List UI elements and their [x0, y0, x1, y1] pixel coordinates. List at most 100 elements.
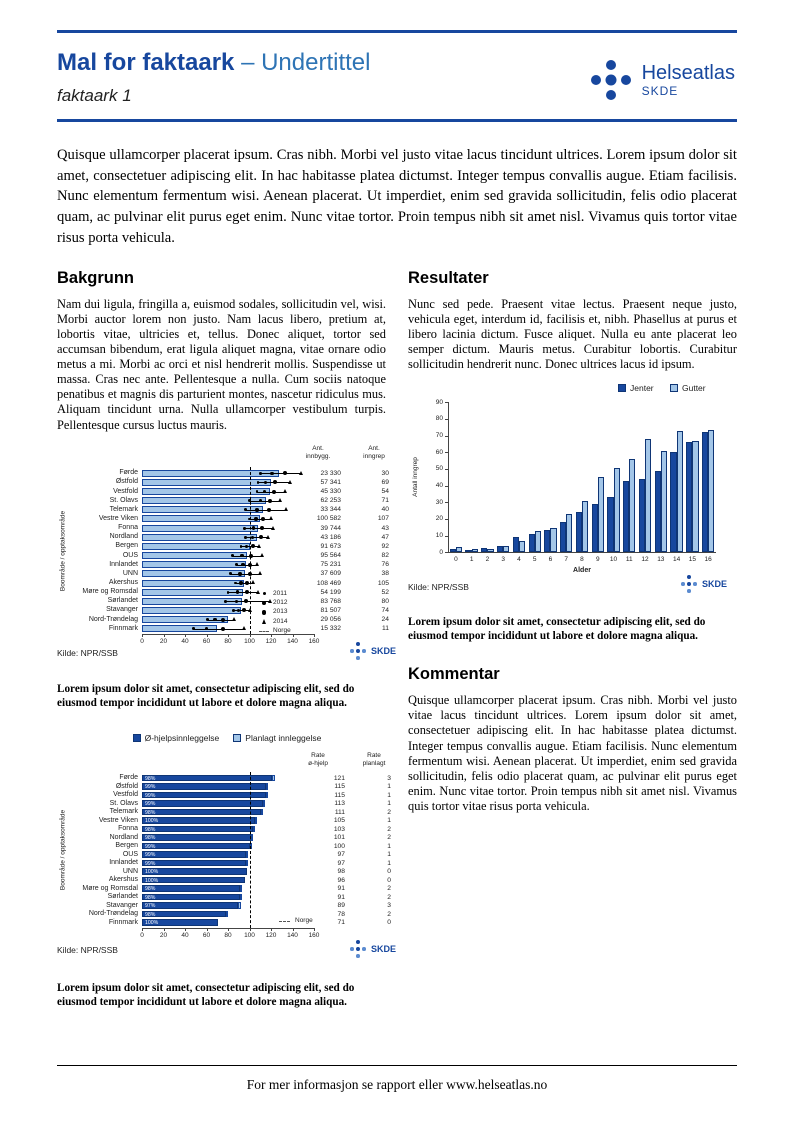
x-axis-tick [314, 634, 315, 638]
skde-dot [355, 946, 361, 951]
year-point [261, 516, 266, 521]
bar-ohjelp: 99% [142, 800, 264, 807]
x-tick-label: 9 [595, 556, 600, 564]
value-rate-planlagt: 1 [387, 791, 391, 799]
x-tick-label: 2 [485, 556, 490, 564]
value-rate-planlagt: 2 [387, 885, 391, 893]
year-point [244, 544, 248, 549]
legend-item: Planlagt innleggelse [233, 732, 321, 744]
bar [142, 542, 250, 550]
year-point [242, 526, 246, 530]
bar [645, 438, 652, 553]
bar [142, 524, 259, 532]
year-point [239, 545, 243, 548]
bar-ohjelp: 100% [142, 919, 219, 926]
bar [607, 497, 614, 553]
y-axis-tick [445, 452, 448, 454]
whisker-line [245, 537, 269, 539]
value-innbygg: 108 469 [316, 579, 341, 587]
skde-dot [686, 582, 692, 587]
value-innbygg: 54 199 [320, 588, 341, 596]
y-tick-label: 90 [435, 398, 443, 406]
bar [660, 450, 667, 553]
legend-item: Ø-hjelpsinnleggelse [132, 732, 219, 744]
x-tick-label: 160 [308, 638, 320, 646]
y-axis-tick [445, 518, 448, 520]
value-rate-planlagt: 3 [387, 774, 391, 782]
year-point-triangle [241, 626, 246, 631]
row-label: Telemark [109, 505, 138, 513]
bar [142, 561, 247, 569]
bar [591, 503, 598, 553]
year-point-triangle [251, 580, 256, 585]
value-innbygg: 75 231 [320, 561, 341, 569]
year-point [273, 480, 278, 485]
row-label: Bergen [115, 542, 138, 550]
legend-symbol-dash [259, 630, 269, 632]
value-rate-planlagt: 2 [387, 893, 391, 901]
bakgrunn-heading: Bakgrunn [57, 268, 135, 287]
value-rate-ohjelp: 89 [337, 902, 345, 910]
bar [544, 529, 551, 553]
year-point [255, 490, 259, 493]
year-point [242, 608, 247, 613]
whisker-line [244, 528, 274, 529]
x-tick-label: 1 [469, 556, 474, 564]
year-point [226, 590, 230, 594]
value-rate-ohjelp: 97 [337, 851, 345, 859]
skde-dot [356, 655, 360, 660]
x-axis-tick [142, 927, 143, 931]
x-axis-tick [163, 927, 165, 931]
year-point [238, 572, 242, 576]
bar-pct-label: 99% [145, 784, 156, 791]
row-label: Nord-Trøndelag [88, 615, 138, 623]
x-axis-tick [142, 634, 143, 638]
x-tick-label: 120 [265, 931, 277, 939]
chart-legend: Ø-hjelpsinnleggelse Planlagt innleggelse [57, 732, 397, 744]
skde-dot [356, 641, 360, 646]
year-point-triangle [287, 479, 292, 484]
x-axis-tick [228, 634, 229, 638]
x-axis-tick [228, 927, 229, 931]
y-axis-tick [445, 552, 448, 554]
year-point-triangle [298, 470, 303, 475]
chart-procedures-by-age-sex: Jenter Gutter 0 10 20 30 40 50 60 70 80 90 0 1 2 3 4 5 6 7 8… [408, 382, 738, 602]
row-label: Finnmark [108, 624, 138, 632]
x-axis-tick [249, 634, 251, 638]
year-point [267, 498, 272, 503]
year-point [258, 498, 262, 503]
bar [701, 432, 709, 553]
row-label: Telemark [109, 808, 138, 816]
year-point [248, 499, 251, 503]
row-label: Nordland [109, 833, 138, 841]
year-point [228, 572, 232, 576]
bar-pct-label: 98% [145, 886, 156, 893]
year-point [234, 581, 237, 585]
year-point-triangle [256, 543, 261, 548]
year-point [282, 471, 287, 476]
value-rate-planlagt: 2 [387, 808, 391, 816]
norge-reference-line [249, 466, 251, 635]
skde-logo-text: SKDE [702, 579, 728, 590]
bar [638, 478, 646, 553]
legend-symbol-triangle [261, 618, 266, 624]
value-inngrep: 105 [377, 579, 389, 587]
bar-pct-label: 99% [145, 792, 156, 799]
bar [686, 442, 693, 553]
bar [142, 478, 271, 486]
kommentar-heading: Kommentar [408, 665, 500, 684]
bar-planlagt [263, 800, 266, 807]
norge-reference-line [249, 771, 251, 928]
title-block: Mal for faktaark – Undertittel faktaark … [57, 49, 370, 106]
value-innbygg: 100 582 [316, 515, 341, 523]
row-label: Stavanger [106, 606, 138, 614]
value-innbygg: 23 330 [320, 469, 341, 477]
bar-pct-label: 97% [145, 903, 156, 910]
year-point-triangle [278, 498, 283, 503]
year-point [256, 480, 260, 484]
value-rate-planlagt: 3 [387, 902, 391, 910]
year-point [251, 535, 255, 539]
bar [560, 522, 567, 553]
legend-symbol [262, 592, 266, 596]
